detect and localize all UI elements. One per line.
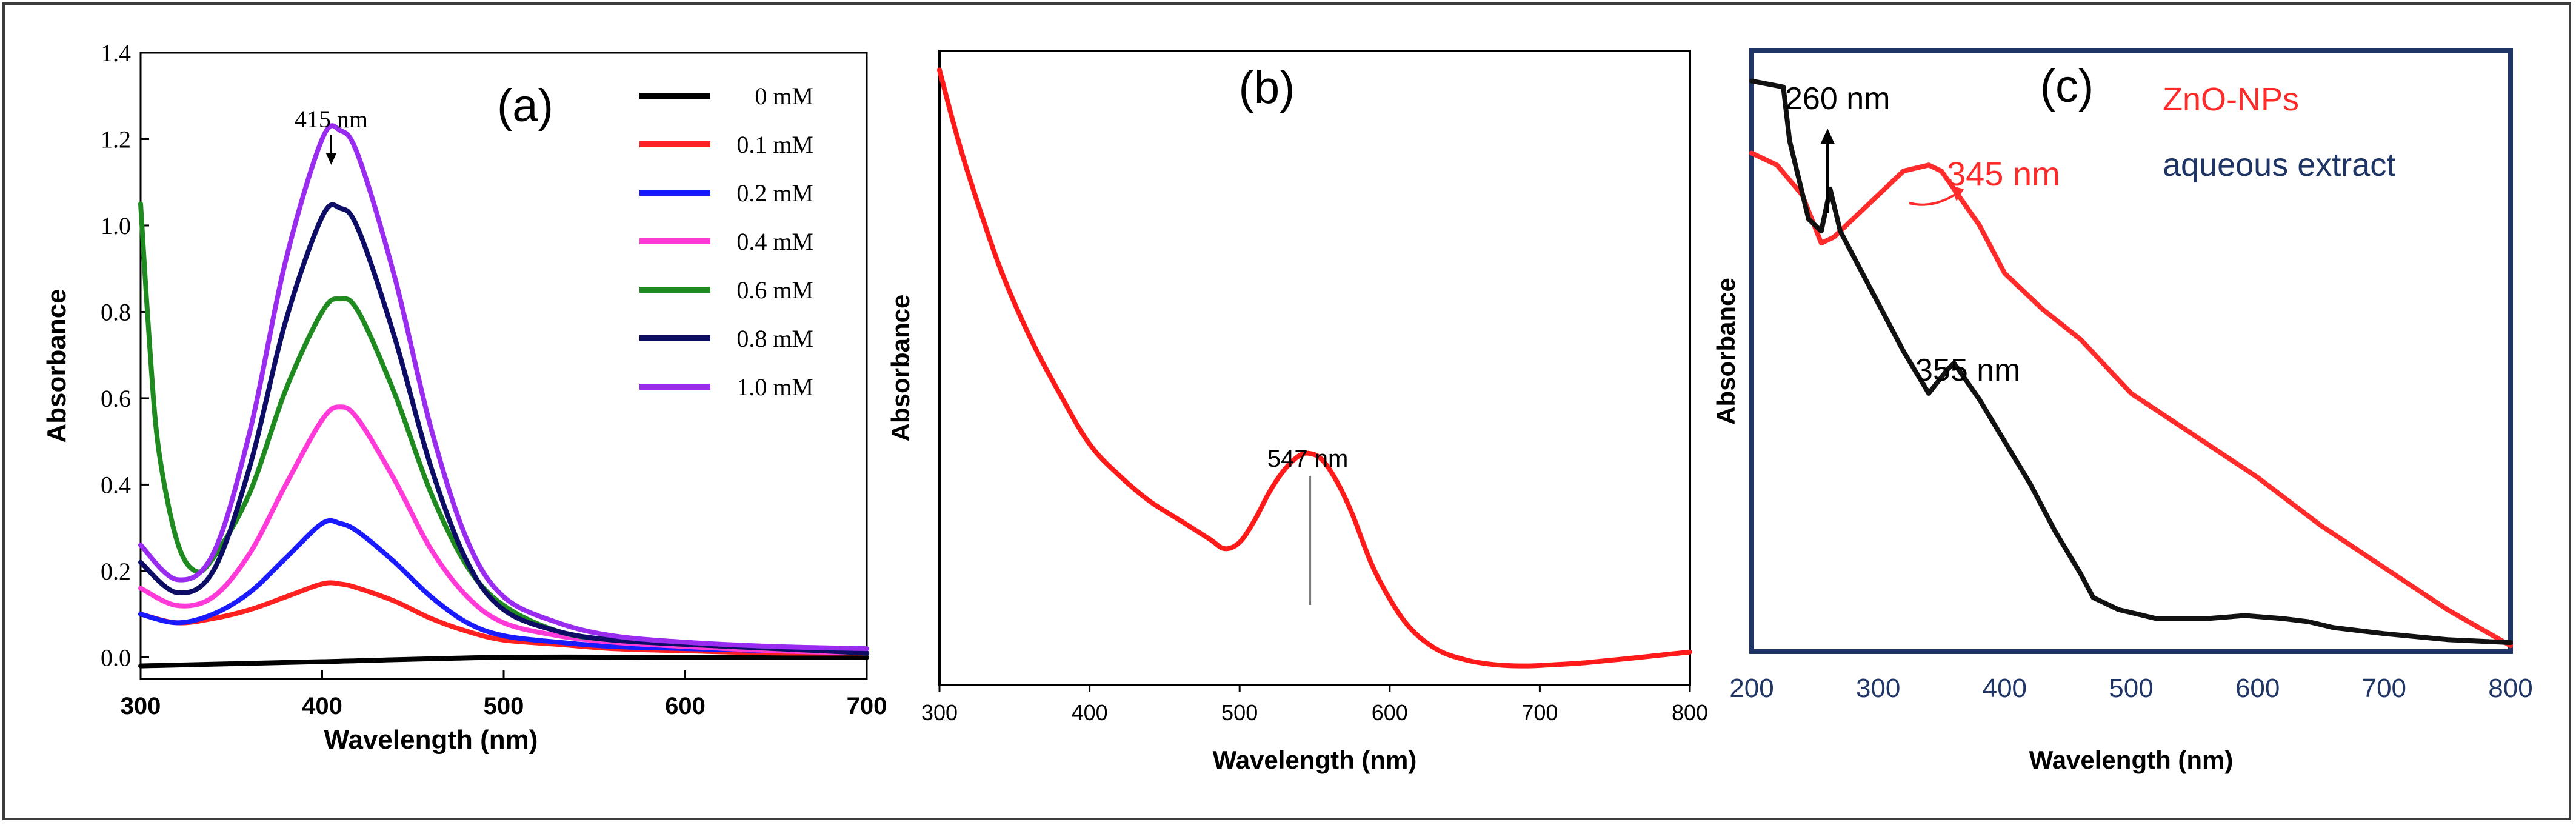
x-tick-label-b: 300 (921, 700, 958, 725)
plot-area-b (938, 50, 1691, 686)
x-tick-label-c: 700 (2362, 673, 2406, 703)
annotation-arrow-345-c (1909, 192, 1959, 206)
x-axis-title-c: Wavelength (nm) (2029, 746, 2234, 774)
panel-label-b: (b) (1239, 62, 1295, 113)
annotation-arrowhead-345-c (1950, 185, 1964, 201)
legend-label-a: 1.0 mM (736, 373, 813, 401)
panel-label-c: (c) (2040, 61, 2094, 112)
annotation-260-c: 260 nm (1785, 81, 1890, 116)
annotation-345-c: 345 nm (1947, 155, 2060, 193)
x-tick-label-c: 500 (2109, 673, 2153, 703)
panel-c: 200 300 400 500 600 700 800 Wavelength (nm) Abso… (1712, 48, 2533, 774)
series-line-1-0-mm (138, 123, 869, 652)
series-line-spectrum (937, 67, 1692, 669)
series-line-zno-nps (1749, 150, 2513, 649)
y-tick-label-a: 0.8 (101, 298, 131, 326)
legend-label-a: 0.2 mM (736, 179, 813, 207)
x-tick-label-b: 500 (1221, 700, 1258, 725)
legend-label-a: 0.4 mM (736, 228, 813, 255)
y-tick-label-a: 1.0 (101, 212, 131, 239)
plot-area-c (1749, 48, 2513, 654)
x-tick-label-c: 600 (2235, 673, 2280, 703)
legend-label-a: 0.8 mM (736, 325, 813, 352)
peak-annotation-b: 547 nm (1267, 446, 1348, 472)
legend-label-a: 0.1 mM (736, 131, 813, 158)
y-axis-title-a: Absorbance (42, 289, 72, 443)
x-tick-label-c: 400 (1983, 673, 2027, 703)
series-line-0-2-mm (138, 518, 869, 656)
x-tick-label-c: 800 (2488, 673, 2532, 703)
x-axis-title-a: Wavelength (nm) (324, 725, 538, 755)
x-tick-label-c: 300 (1856, 673, 1900, 703)
y-tick-label-a: 1.4 (101, 39, 131, 67)
y-tick-label-a: 0.2 (101, 558, 131, 585)
x-tick-label-b: 400 (1072, 700, 1108, 725)
legend-label-c: ZnO-NPs (2163, 81, 2299, 118)
x-axis-title-b: Wavelength (nm) (1213, 746, 1417, 774)
x-tick-label-a: 300 (121, 693, 161, 720)
x-tick-label-b: 800 (1672, 700, 1708, 725)
x-tick-label-a: 700 (847, 693, 887, 720)
x-tick-label-b: 600 (1372, 700, 1408, 725)
annotation-355-c: 355 nm (1915, 353, 2020, 388)
y-tick-label-a: 0.0 (101, 644, 131, 671)
series-line-aqueous-extract (1749, 78, 2513, 646)
y-tick-label-a: 1.2 (101, 125, 131, 153)
x-tick-label-a: 600 (665, 693, 706, 720)
annotation-arrowhead-260-c (1820, 129, 1835, 144)
y-axis-title-c: Absorbance (1712, 278, 1740, 425)
peak-annotation-a: 415 nm (295, 105, 368, 133)
legend-label-c: aqueous extract (2163, 147, 2395, 183)
x-tick-label-b: 700 (1521, 700, 1558, 725)
panel-a: 300 400 500 600 700 0.0 0.2 0.4 0.6 0.8 1.0 1.2 1.4 W… (42, 39, 887, 755)
x-tick-label-a: 500 (484, 693, 524, 720)
series-line-0-4-mm (138, 404, 869, 656)
panel-b: 300 400 500 600 700 800 Wavelength (nm) Absorba… (886, 50, 1708, 774)
legend-label-a: 0 mM (755, 82, 813, 110)
series-line-0-mm (138, 654, 869, 669)
legend-label-a: 0.6 mM (736, 276, 813, 304)
peak-arrow-head-a (325, 153, 337, 165)
series-line-0-8-mm (138, 202, 869, 656)
y-tick-label-a: 0.4 (101, 471, 131, 498)
y-axis-title-b: Absorbance (886, 295, 915, 442)
x-tick-label-a: 400 (302, 693, 342, 720)
x-tick-label-c: 200 (1729, 673, 1774, 703)
y-tick-label-a: 0.6 (101, 385, 131, 412)
panel-label-a: (a) (497, 80, 553, 132)
